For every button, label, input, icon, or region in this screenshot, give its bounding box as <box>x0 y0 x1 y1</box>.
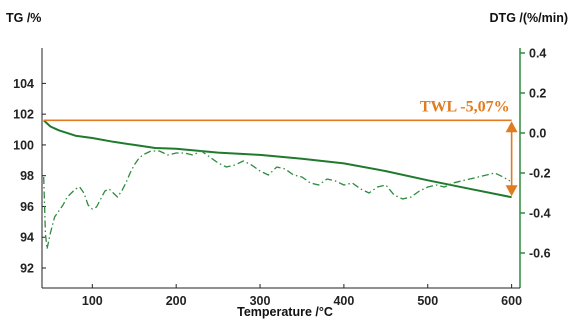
x-axis-title: Temperature /°C <box>237 305 333 319</box>
x-tick-label-4: 500 <box>417 294 438 308</box>
x-tick-label-1: 200 <box>166 294 187 308</box>
y2-tick-label-4: 0.2 <box>529 87 546 101</box>
x-tick-label-3: 400 <box>333 294 354 308</box>
y-tick-label-3: 98 <box>20 169 34 183</box>
y-tick-label-4: 100 <box>13 138 34 152</box>
twl-arrow-head-down <box>505 185 518 197</box>
y2-tick-label-2: -0.2 <box>529 167 551 181</box>
y-tick-label-0: 92 <box>20 262 34 276</box>
y2-tick-label-5: 0.4 <box>529 47 546 61</box>
y2-tick-label-1: -0.4 <box>529 207 551 221</box>
twl-arrow-head-up <box>505 121 518 133</box>
twl-label: TWL -5,07% <box>420 98 510 115</box>
y-tick-label-2: 96 <box>20 200 34 214</box>
x-tick-label-2: 300 <box>250 294 271 308</box>
y2-tick-label-0: -0.6 <box>529 247 551 261</box>
y-axis-title: TG /% <box>6 11 41 25</box>
x-tick-label-0: 100 <box>82 294 103 308</box>
y-tick-label-6: 104 <box>13 77 34 91</box>
dtg-series-line <box>43 150 511 250</box>
y-tick-label-5: 102 <box>13 108 34 122</box>
y-tick-label-1: 94 <box>20 231 34 245</box>
y2-tick-label-3: 0.0 <box>529 127 546 141</box>
tg-series-line <box>43 119 512 199</box>
x-tick-label-5: 600 <box>501 294 522 308</box>
y2-axis-title: DTG /(%/min) <box>490 11 568 25</box>
